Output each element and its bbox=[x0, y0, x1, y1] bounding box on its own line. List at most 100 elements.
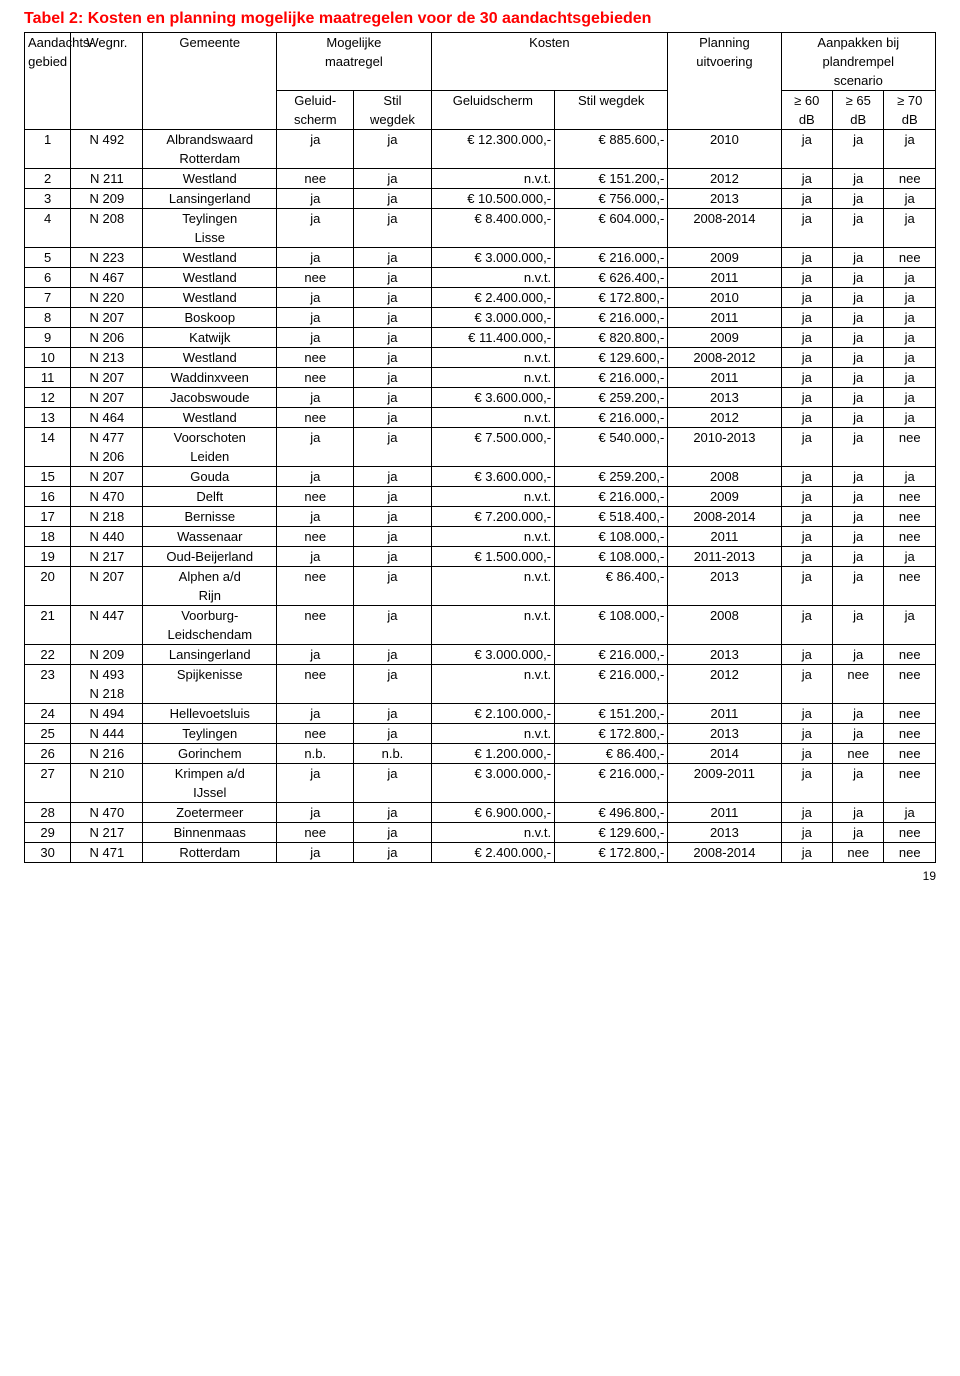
cell-gemeente: Rotterdam bbox=[143, 149, 277, 169]
cell-70db: nee bbox=[884, 744, 936, 764]
cell-planning: 2009 bbox=[668, 328, 781, 348]
cell-idx: 19 bbox=[25, 547, 71, 567]
cell-70db: ja bbox=[884, 288, 936, 308]
cell-stilwegdek: ja bbox=[354, 288, 431, 308]
cell-kosten-sw: € 151.200,- bbox=[555, 169, 668, 189]
cell-70db: nee bbox=[884, 665, 936, 685]
cell-kosten-sw: € 129.600,- bbox=[555, 823, 668, 843]
table-row: 23N 493Spijkenisseneejan.v.t.€ 216.000,-… bbox=[25, 665, 936, 685]
cell-70db: nee bbox=[884, 704, 936, 724]
cell-70db: ja bbox=[884, 606, 936, 626]
cell-geluidscherm bbox=[277, 149, 354, 169]
cell-stilwegdek: ja bbox=[354, 704, 431, 724]
cell-wegnr: N 467 bbox=[71, 268, 143, 288]
cell-kosten-sw: € 108.000,- bbox=[555, 606, 668, 626]
cell-geluidscherm: ja bbox=[277, 764, 354, 784]
cell-70db bbox=[884, 447, 936, 467]
cell-wegnr: N 220 bbox=[71, 288, 143, 308]
cell-gemeente: Westland bbox=[143, 248, 277, 268]
cell-geluidscherm: nee bbox=[277, 724, 354, 744]
cell-idx: 23 bbox=[25, 665, 71, 685]
txt: ≥ 70 bbox=[897, 93, 922, 108]
cell-idx: 20 bbox=[25, 567, 71, 587]
cell-idx: 30 bbox=[25, 843, 71, 863]
cell-65db: ja bbox=[833, 428, 884, 448]
table-row: 10N 213Westlandneejan.v.t.€ 129.600,-200… bbox=[25, 348, 936, 368]
cell-idx: 4 bbox=[25, 209, 71, 229]
cell-planning: 2009-2011 bbox=[668, 764, 781, 784]
cell-60db: ja bbox=[781, 507, 832, 527]
cell-65db: nee bbox=[833, 843, 884, 863]
cell-kosten-sw: € 259.200,- bbox=[555, 467, 668, 487]
cell-idx bbox=[25, 447, 71, 467]
cell-idx: 5 bbox=[25, 248, 71, 268]
cell-geluidscherm: ja bbox=[277, 328, 354, 348]
cell-geluidscherm bbox=[277, 447, 354, 467]
cell-geluidscherm: nee bbox=[277, 665, 354, 685]
cell-65db: ja bbox=[833, 547, 884, 567]
cell-geluidscherm: ja bbox=[277, 189, 354, 209]
hdr-scenario: scenario bbox=[781, 71, 935, 91]
cell-kosten-sw: € 216.000,- bbox=[555, 645, 668, 665]
cell-geluidscherm bbox=[277, 586, 354, 606]
cell-kosten-gs: n.v.t. bbox=[431, 169, 555, 189]
txt: Stil wegdek bbox=[578, 93, 644, 108]
cell-kosten-sw: € 216.000,- bbox=[555, 487, 668, 507]
cell-gemeente: Westland bbox=[143, 348, 277, 368]
blank bbox=[71, 71, 143, 91]
cell-stilwegdek: ja bbox=[354, 408, 431, 428]
table-row: Rijn bbox=[25, 586, 936, 606]
table-row: 11N 207Waddinxveenneejan.v.t.€ 216.000,-… bbox=[25, 368, 936, 388]
cell-planning bbox=[668, 783, 781, 803]
hdr-maatregel: Mogelijke bbox=[277, 33, 431, 53]
table-row: 4N 208Teylingenjaja€ 8.400.000,-€ 604.00… bbox=[25, 209, 936, 229]
cell-gemeente: Teylingen bbox=[143, 209, 277, 229]
cell-kosten-sw: € 216.000,- bbox=[555, 665, 668, 685]
cell-65db bbox=[833, 586, 884, 606]
table-row: 21N 447Voorburg-neejan.v.t.€ 108.000,-20… bbox=[25, 606, 936, 626]
blank bbox=[555, 110, 668, 130]
hdr-aandachts: Aandachts- bbox=[25, 33, 71, 53]
hdr-60db2: dB bbox=[781, 110, 832, 130]
blank bbox=[143, 91, 277, 111]
cell-gemeente: Westland bbox=[143, 169, 277, 189]
cell-65db: nee bbox=[833, 665, 884, 685]
cell-gemeente: Gorinchem bbox=[143, 744, 277, 764]
cell-planning: 2011 bbox=[668, 803, 781, 823]
cell-70db: ja bbox=[884, 189, 936, 209]
txt: Kosten bbox=[529, 35, 569, 50]
cell-geluidscherm: ja bbox=[277, 209, 354, 229]
cell-kosten-sw: € 108.000,- bbox=[555, 547, 668, 567]
cell-60db bbox=[781, 447, 832, 467]
table-row: 27N 210Krimpen a/djaja€ 3.000.000,-€ 216… bbox=[25, 764, 936, 784]
cell-65db: ja bbox=[833, 308, 884, 328]
cell-65db: ja bbox=[833, 348, 884, 368]
cell-stilwegdek bbox=[354, 586, 431, 606]
cell-65db: ja bbox=[833, 328, 884, 348]
hdr-planning: Planning bbox=[668, 33, 781, 53]
cell-kosten-gs: n.v.t. bbox=[431, 606, 555, 626]
cell-gemeente: Wassenaar bbox=[143, 527, 277, 547]
cell-60db: ja bbox=[781, 189, 832, 209]
cell-wegnr: N 208 bbox=[71, 209, 143, 229]
cell-wegnr: N 492 bbox=[71, 130, 143, 150]
cell-geluidscherm: ja bbox=[277, 248, 354, 268]
cell-65db: ja bbox=[833, 567, 884, 587]
blank bbox=[668, 110, 781, 130]
cell-gemeente: Voorschoten bbox=[143, 428, 277, 448]
table-row: 19N 217Oud-Beijerlandjaja€ 1.500.000,-€ … bbox=[25, 547, 936, 567]
cell-wegnr: N 464 bbox=[71, 408, 143, 428]
cell-70db: nee bbox=[884, 764, 936, 784]
cell-wegnr: N 207 bbox=[71, 567, 143, 587]
cell-stilwegdek: ja bbox=[354, 645, 431, 665]
cell-wegnr: N 206 bbox=[71, 447, 143, 467]
cell-60db: ja bbox=[781, 209, 832, 229]
cell-60db: ja bbox=[781, 288, 832, 308]
cell-kosten-gs: n.v.t. bbox=[431, 408, 555, 428]
txt: scenario bbox=[834, 73, 883, 88]
txt: ≥ 60 bbox=[794, 93, 819, 108]
cell-70db bbox=[884, 783, 936, 803]
cell-65db: ja bbox=[833, 764, 884, 784]
cell-stilwegdek: ja bbox=[354, 567, 431, 587]
table-row: 25N 444Teylingenneejan.v.t.€ 172.800,-20… bbox=[25, 724, 936, 744]
